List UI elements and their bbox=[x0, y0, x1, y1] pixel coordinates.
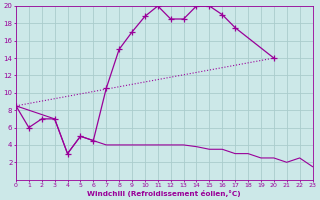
X-axis label: Windchill (Refroidissement éolien,°C): Windchill (Refroidissement éolien,°C) bbox=[87, 190, 241, 197]
